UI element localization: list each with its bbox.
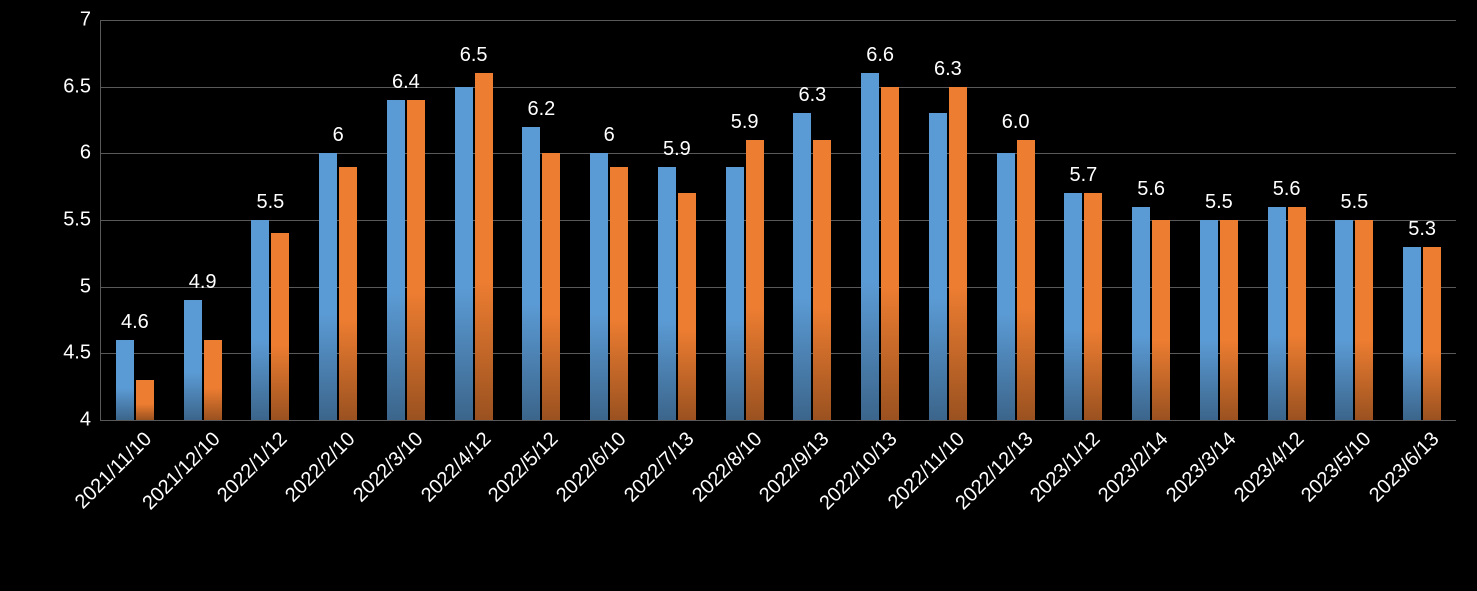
- bar-series-1: [319, 153, 337, 420]
- bar-group: 5.62023/4/12: [1253, 20, 1321, 420]
- bar-series-2: [475, 73, 493, 420]
- bar-series-2: [271, 233, 289, 420]
- data-label: 5.5: [1321, 191, 1389, 214]
- bar-group: 6.52022/4/12: [440, 20, 508, 420]
- bar-series-2: [610, 167, 628, 420]
- data-label: 6.5: [440, 44, 508, 67]
- bar-group: 5.92022/8/10: [711, 20, 779, 420]
- bar-series-2: [204, 340, 222, 420]
- y-axis-tick-label: 4: [80, 409, 101, 432]
- bar-series-2: [881, 87, 899, 420]
- data-label: 6.3: [779, 84, 847, 107]
- bar-series-1: [929, 113, 947, 420]
- bar-group: 6.62022/10/13: [846, 20, 914, 420]
- bar-group: 5.72023/1/12: [1050, 20, 1118, 420]
- bar-group: 5.52023/3/14: [1185, 20, 1253, 420]
- data-label: 6.4: [372, 71, 440, 94]
- bar-group: 5.52022/1/12: [237, 20, 305, 420]
- y-axis-tick-label: 5: [80, 275, 101, 298]
- y-axis-tick-label: 6: [80, 142, 101, 165]
- bar-series-2: [813, 140, 831, 420]
- plot-area: 44.555.566.574.62021/11/104.92021/12/105…: [100, 20, 1456, 421]
- chart-container: 44.555.566.574.62021/11/104.92021/12/105…: [0, 0, 1477, 591]
- y-axis-tick-label: 7: [80, 9, 101, 32]
- bar-series-1: [1335, 220, 1353, 420]
- data-label: 5.9: [711, 111, 779, 134]
- data-label: 6.6: [846, 44, 914, 67]
- bar-series-1: [793, 113, 811, 420]
- bar-series-1: [116, 340, 134, 420]
- bar-series-1: [997, 153, 1015, 420]
- y-axis-tick-label: 5.5: [63, 209, 101, 232]
- bar-series-2: [1355, 220, 1373, 420]
- bar-series-1: [251, 220, 269, 420]
- data-label: 4.6: [101, 311, 169, 334]
- bar-series-1: [184, 300, 202, 420]
- bar-group: 4.92021/12/10: [169, 20, 237, 420]
- data-label: 5.6: [1117, 178, 1185, 201]
- bar-series-1: [455, 87, 473, 420]
- data-label: 6.2: [508, 98, 576, 121]
- bar-series-1: [590, 153, 608, 420]
- bar-group: 6.32022/9/13: [779, 20, 847, 420]
- bar-series-1: [1268, 207, 1286, 420]
- bar-series-1: [1132, 207, 1150, 420]
- bar-series-2: [407, 100, 425, 420]
- y-axis-tick-label: 4.5: [63, 342, 101, 365]
- data-label: 5.9: [643, 138, 711, 161]
- bar-series-1: [1064, 193, 1082, 420]
- data-label: 6.3: [914, 58, 982, 81]
- bar-series-1: [861, 73, 879, 420]
- y-axis-tick-label: 6.5: [63, 75, 101, 98]
- bar-series-2: [542, 153, 560, 420]
- bar-series-2: [1152, 220, 1170, 420]
- bar-series-2: [1288, 207, 1306, 420]
- bar-series-2: [1220, 220, 1238, 420]
- bar-series-2: [136, 380, 154, 420]
- bar-group: 5.32023/6/13: [1388, 20, 1456, 420]
- bar-series-2: [1423, 247, 1441, 420]
- data-label: 5.5: [1185, 191, 1253, 214]
- bar-group: 6.02022/12/13: [982, 20, 1050, 420]
- bar-series-2: [1084, 193, 1102, 420]
- data-label: 5.3: [1388, 218, 1456, 241]
- data-label: 6.0: [982, 111, 1050, 134]
- bar-group: 5.52023/5/10: [1321, 20, 1389, 420]
- bar-group: 6.42022/3/10: [372, 20, 440, 420]
- bar-series-2: [746, 140, 764, 420]
- bar-group: 6.32022/11/10: [914, 20, 982, 420]
- bar-group: 4.62021/11/10: [101, 20, 169, 420]
- bar-group: 62022/6/10: [575, 20, 643, 420]
- data-label: 5.7: [1050, 164, 1118, 187]
- bar-group: 62022/2/10: [304, 20, 372, 420]
- bar-series-1: [387, 100, 405, 420]
- bar-series-1: [522, 127, 540, 420]
- data-label: 6: [304, 124, 372, 147]
- bar-series-2: [678, 193, 696, 420]
- bar-series-1: [1200, 220, 1218, 420]
- data-label: 5.6: [1253, 178, 1321, 201]
- data-label: 5.5: [237, 191, 305, 214]
- bar-series-1: [726, 167, 744, 420]
- data-label: 4.9: [169, 271, 237, 294]
- bar-group: 6.22022/5/12: [508, 20, 576, 420]
- bar-group: 5.62023/2/14: [1117, 20, 1185, 420]
- data-label: 6: [575, 124, 643, 147]
- bar-series-2: [1017, 140, 1035, 420]
- bar-series-2: [949, 87, 967, 420]
- bar-series-2: [339, 167, 357, 420]
- bar-group: 5.92022/7/13: [643, 20, 711, 420]
- bar-series-1: [658, 167, 676, 420]
- bar-series-1: [1403, 247, 1421, 420]
